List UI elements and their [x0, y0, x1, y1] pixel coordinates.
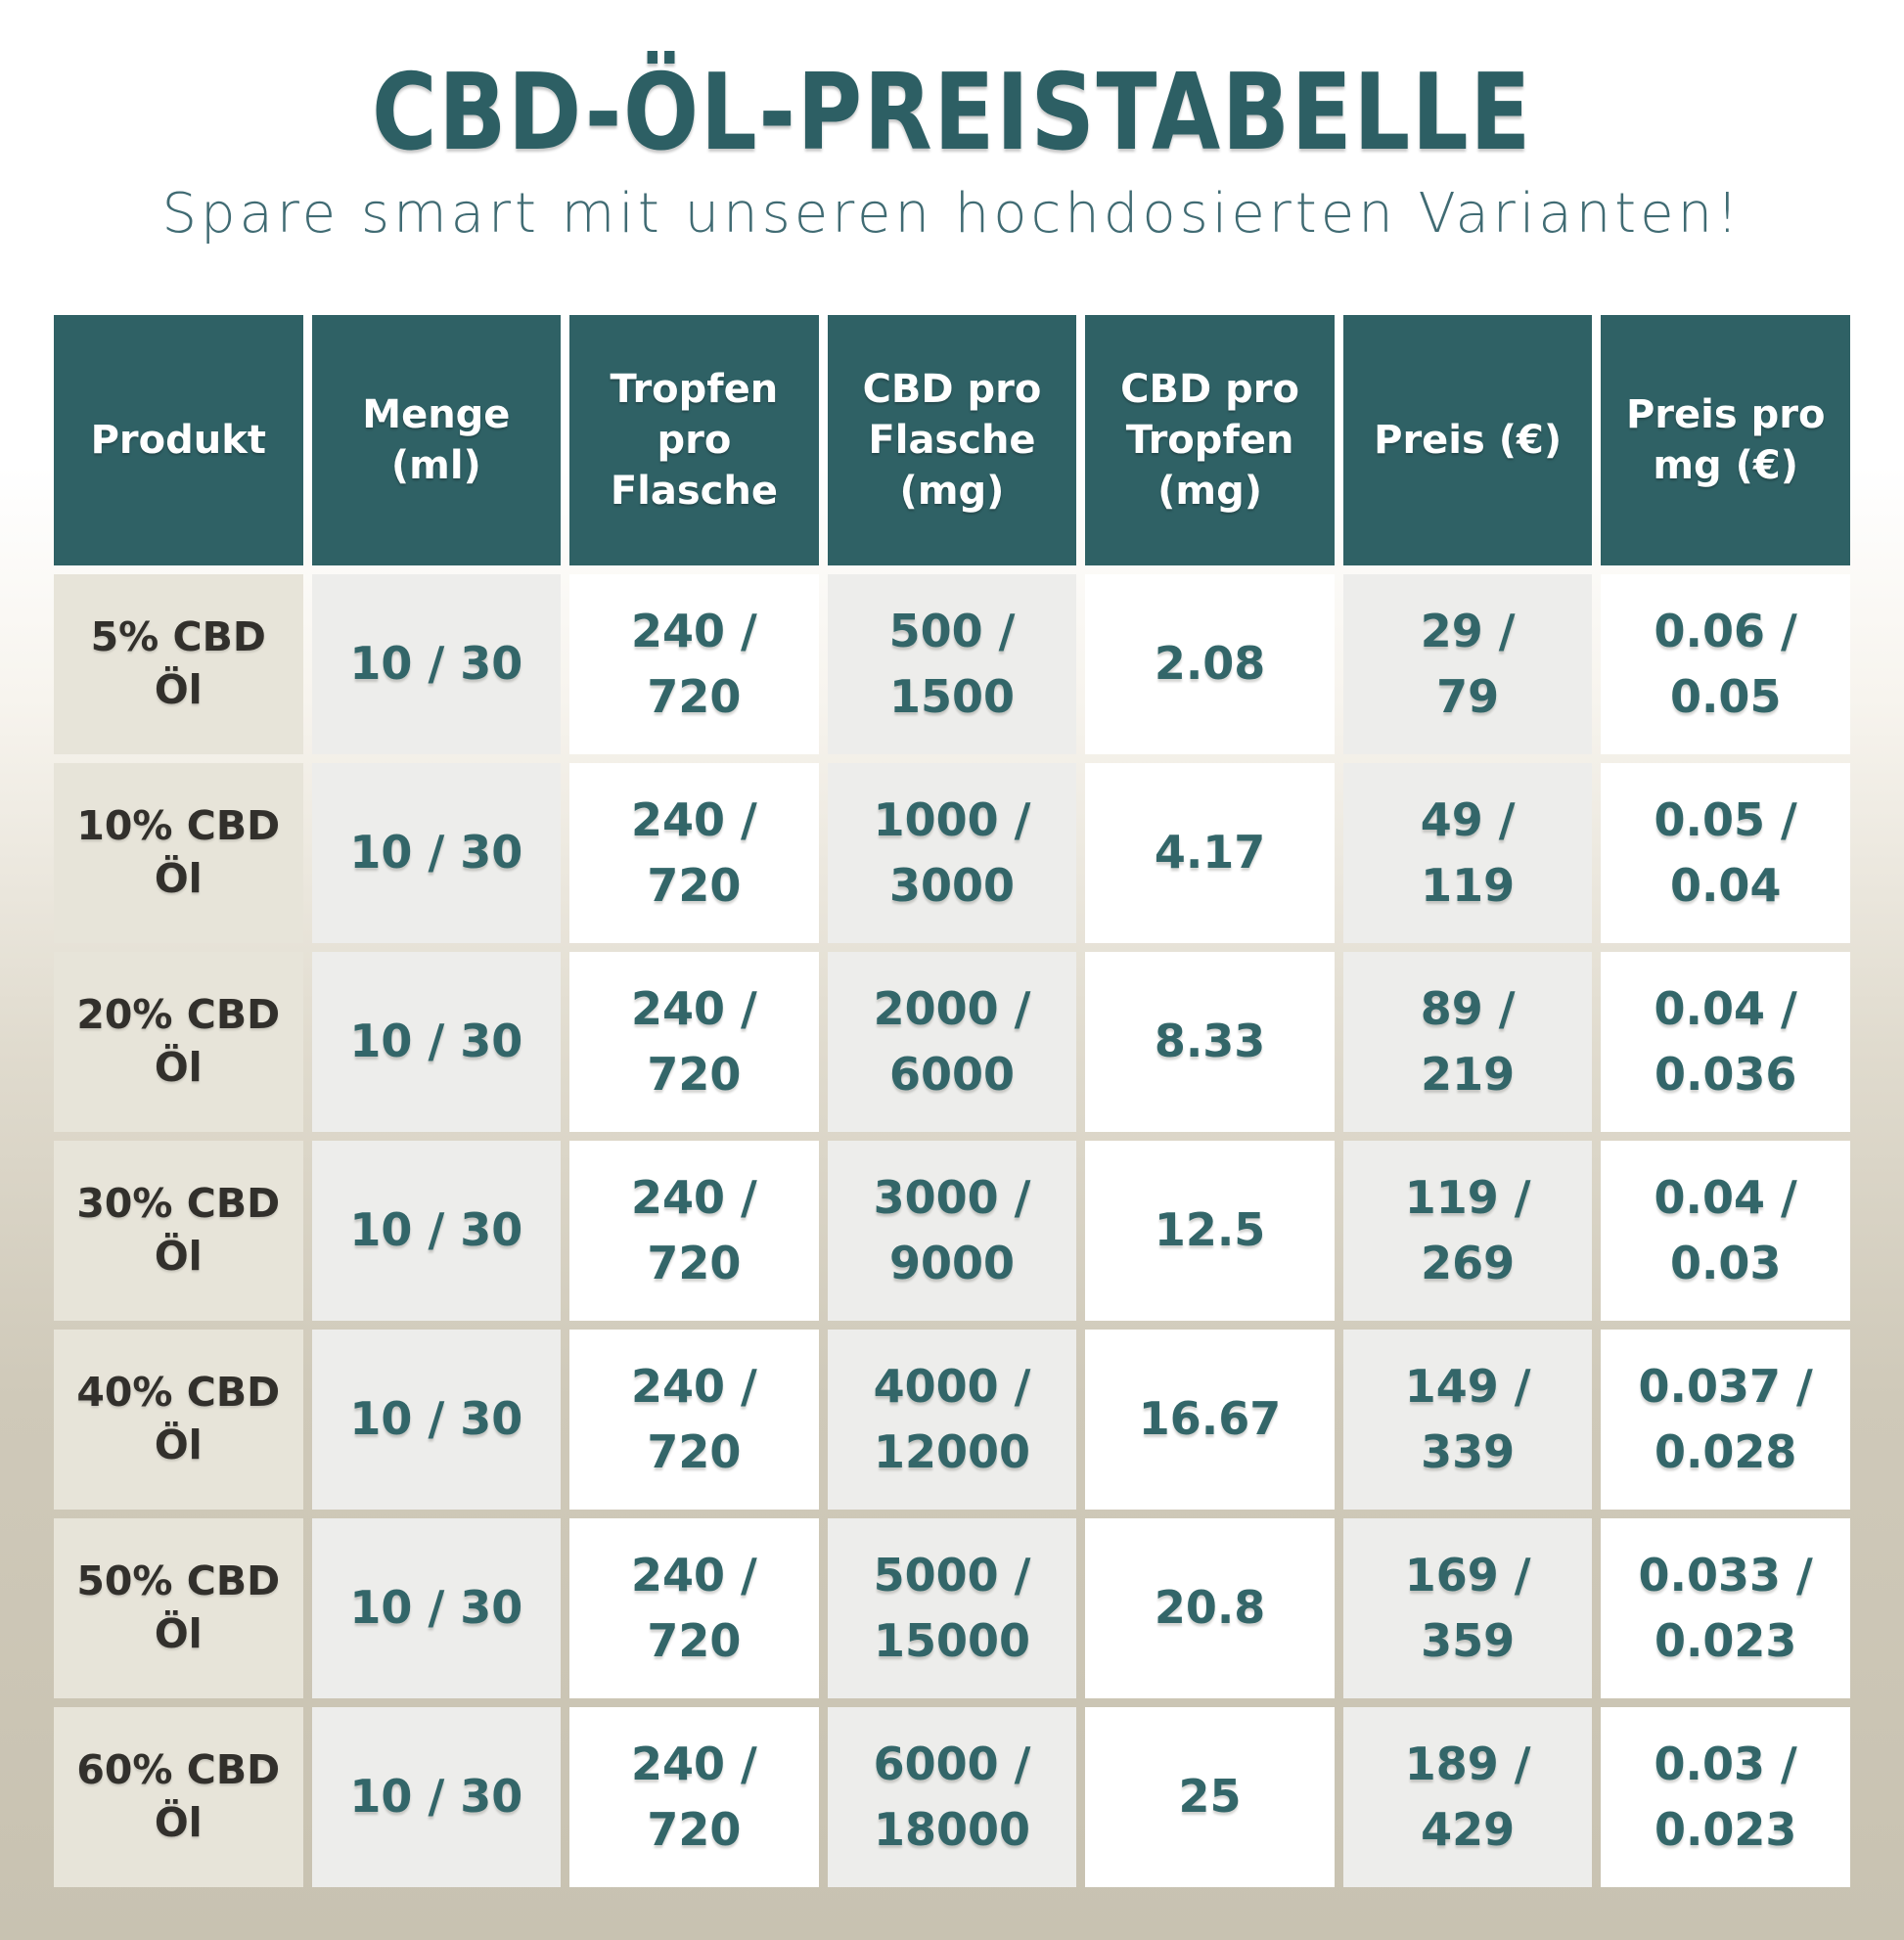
column-header-4: CBD pro Tropfen (mg) [1085, 314, 1335, 565]
value-cell-row-5-col-6: 0.033 / 0.023 [1601, 1517, 1850, 1698]
product-cell-row-6: 60% CBD Öl [54, 1706, 303, 1887]
value-cell-row-1-col-4: 4.17 [1085, 762, 1335, 943]
value-cell-row-2-col-5: 89 / 219 [1342, 951, 1593, 1132]
product-cell-row-1: 10% CBD Öl [54, 762, 303, 943]
value-cell-row-3-col-4: 12.5 [1085, 1140, 1335, 1321]
value-cell-row-1-col-6: 0.05 / 0.04 [1601, 762, 1850, 943]
column-header-2: Tropfen pro Flasche [569, 314, 819, 565]
value-cell-row-4-col-5: 149 / 339 [1342, 1329, 1593, 1510]
value-cell-row-3-col-6: 0.04 / 0.03 [1601, 1140, 1850, 1321]
value-cell-row-2-col-1: 10 / 30 [311, 951, 562, 1132]
page-subtitle: Spare smart mit unseren hochdosierten Va… [161, 182, 1743, 246]
product-cell-row-4: 40% CBD Öl [54, 1329, 303, 1510]
value-cell-row-2-col-2: 240 / 720 [569, 951, 819, 1132]
value-cell-row-0-col-2: 240 / 720 [569, 573, 819, 754]
value-cell-row-3-col-5: 119 / 269 [1342, 1140, 1593, 1321]
product-cell-row-2: 20% CBD Öl [54, 951, 303, 1132]
column-header-0: Produkt [54, 314, 303, 565]
value-cell-row-1-col-1: 10 / 30 [311, 762, 562, 943]
product-cell-row-0: 5% CBD Öl [54, 573, 303, 754]
page-title-text: CBD-ÖL-PREISTABELLE [371, 52, 1533, 174]
value-cell-row-2-col-6: 0.04 / 0.036 [1601, 951, 1850, 1132]
value-cell-row-6-col-6: 0.03 / 0.023 [1601, 1706, 1850, 1887]
value-cell-row-5-col-2: 240 / 720 [569, 1517, 819, 1698]
product-cell-row-5: 50% CBD Öl [54, 1517, 303, 1698]
value-cell-row-4-col-2: 240 / 720 [569, 1329, 819, 1510]
value-cell-row-3-col-3: 3000 / 9000 [827, 1140, 1077, 1321]
value-cell-row-6-col-3: 6000 / 18000 [827, 1706, 1077, 1887]
value-cell-row-0-col-5: 29 / 79 [1342, 573, 1593, 754]
column-header-5: Preis (€) [1342, 314, 1593, 565]
value-cell-row-1-col-5: 49 / 119 [1342, 762, 1593, 943]
page-title: CBD-ÖL-PREISTABELLE [54, 61, 1850, 166]
value-cell-row-5-col-3: 5000 / 15000 [827, 1517, 1077, 1698]
value-cell-row-0-col-1: 10 / 30 [311, 573, 562, 754]
value-cell-row-4-col-1: 10 / 30 [311, 1329, 562, 1510]
column-header-6: Preis pro mg (€) [1601, 314, 1850, 565]
column-header-3: CBD pro Flasche (mg) [827, 314, 1077, 565]
value-cell-row-6-col-1: 10 / 30 [311, 1706, 562, 1887]
price-table: Produkt Menge (ml) Tropfen pro Flasche CBD … [54, 314, 1850, 1887]
column-header-1: Menge (ml) [311, 314, 562, 565]
value-cell-row-0-col-3: 500 / 1500 [827, 573, 1077, 754]
value-cell-row-6-col-4: 25 [1085, 1706, 1335, 1887]
value-cell-row-2-col-4: 8.33 [1085, 951, 1335, 1132]
value-cell-row-6-col-2: 240 / 720 [569, 1706, 819, 1887]
value-cell-row-2-col-3: 2000 / 6000 [827, 951, 1077, 1132]
value-cell-row-3-col-2: 240 / 720 [569, 1140, 819, 1321]
value-cell-row-3-col-1: 10 / 30 [311, 1140, 562, 1321]
value-cell-row-5-col-4: 20.8 [1085, 1517, 1335, 1698]
value-cell-row-0-col-4: 2.08 [1085, 573, 1335, 754]
value-cell-row-4-col-6: 0.037 / 0.028 [1601, 1329, 1850, 1510]
value-cell-row-6-col-5: 189 / 429 [1342, 1706, 1593, 1887]
value-cell-row-0-col-6: 0.06 / 0.05 [1601, 573, 1850, 754]
value-cell-row-1-col-2: 240 / 720 [569, 762, 819, 943]
product-cell-row-3: 30% CBD Öl [54, 1140, 303, 1321]
value-cell-row-5-col-5: 169 / 359 [1342, 1517, 1593, 1698]
value-cell-row-4-col-3: 4000 / 12000 [827, 1329, 1077, 1510]
value-cell-row-1-col-3: 1000 / 3000 [827, 762, 1077, 943]
value-cell-row-5-col-1: 10 / 30 [311, 1517, 562, 1698]
value-cell-row-4-col-4: 16.67 [1085, 1329, 1335, 1510]
